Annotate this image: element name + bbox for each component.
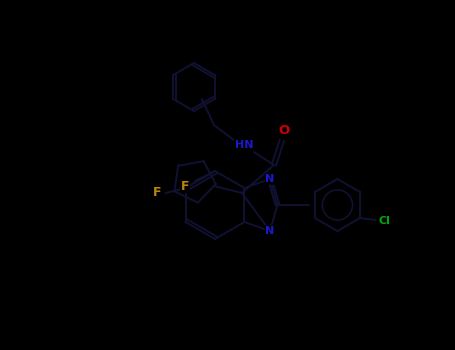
Text: F: F [153, 187, 162, 199]
Text: F: F [181, 180, 189, 193]
Text: HN: HN [235, 140, 253, 150]
Text: Cl: Cl [378, 216, 390, 226]
Text: N: N [265, 226, 274, 236]
Text: N: N [265, 174, 274, 184]
Text: O: O [278, 125, 289, 138]
